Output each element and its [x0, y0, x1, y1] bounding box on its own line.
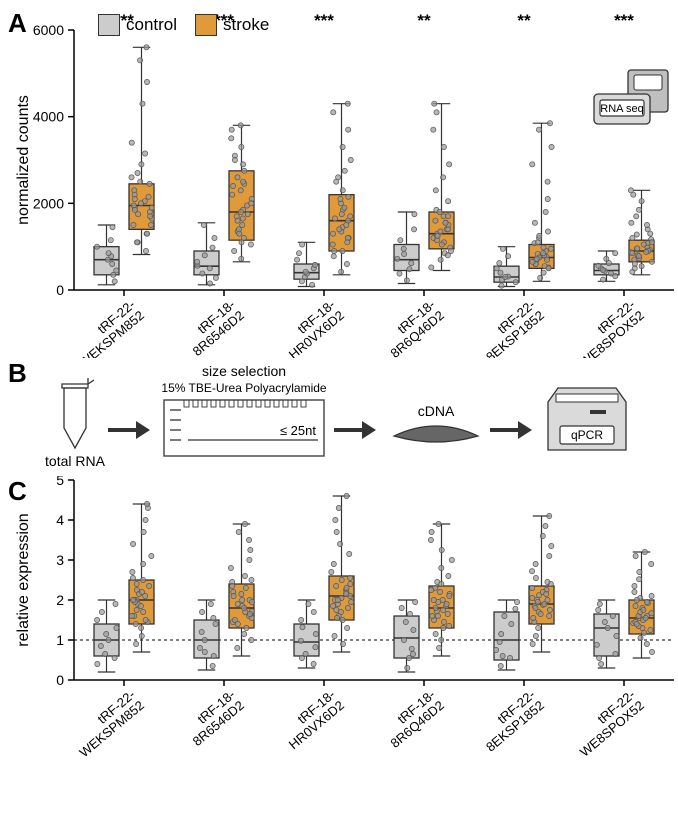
panel-c-svg: 012345relative expression***tRF-22-WEKSP… — [8, 476, 678, 776]
svg-text:6000: 6000 — [33, 22, 64, 38]
svg-text:2000: 2000 — [33, 195, 64, 211]
legend: control stroke — [98, 14, 269, 36]
legend-stroke-swatch — [195, 14, 217, 36]
svg-text:**: ** — [417, 11, 431, 30]
svg-text:**: ** — [517, 11, 531, 30]
svg-text:3: 3 — [56, 552, 64, 568]
svg-text:**: ** — [617, 476, 631, 480]
legend-control-swatch — [98, 14, 120, 36]
svg-text:relative expression: relative expression — [15, 513, 32, 646]
svg-text:***: *** — [314, 476, 334, 480]
legend-control: control — [98, 14, 177, 36]
panel-a: A control stroke 0 2000 4000 6000 normalized… — [8, 8, 670, 358]
svg-text:normalized counts: normalized counts — [15, 95, 32, 225]
svg-text:***: *** — [114, 476, 134, 480]
svg-text:***: *** — [514, 476, 534, 480]
svg-text:qPCR: qPCR — [571, 428, 603, 442]
svg-text:15% TBE-Urea Polyacrylamide: 15% TBE-Urea Polyacrylamide — [161, 381, 327, 395]
panel-c: C 012345relative expression***tRF-22-WEK… — [8, 476, 670, 776]
svg-text:4: 4 — [56, 512, 64, 528]
svg-text:5: 5 — [56, 476, 64, 488]
svg-text:0: 0 — [56, 672, 64, 688]
svg-text:RNA seq: RNA seq — [600, 103, 643, 115]
svg-text:1: 1 — [56, 632, 64, 648]
svg-text:2: 2 — [56, 592, 64, 608]
legend-stroke-label: stroke — [223, 15, 269, 35]
legend-stroke: stroke — [195, 14, 269, 36]
panel-a-svg: 0200040006000normalized counts***tRF-22-… — [8, 8, 678, 358]
panel-b-svg: total RNA size selection 15% TBE-Urea Poly… — [8, 358, 678, 476]
svg-text:≤ 25nt: ≤ 25nt — [280, 423, 316, 438]
svg-text:total RNA: total RNA — [45, 453, 106, 469]
svg-text:***: *** — [314, 11, 334, 30]
svg-text:***: *** — [214, 476, 234, 480]
panel-c-label: C — [8, 476, 27, 507]
legend-control-label: control — [126, 15, 177, 35]
panel-b-label: B — [8, 358, 27, 389]
svg-text:4000: 4000 — [33, 109, 64, 125]
panel-b: B total RNA size selection 15% TBE-Urea Po… — [8, 358, 670, 476]
svg-text:size selection: size selection — [202, 363, 286, 379]
svg-text:***: *** — [614, 11, 634, 30]
svg-text:***: *** — [414, 476, 434, 480]
panel-a-label: A — [8, 8, 27, 39]
svg-text:cDNA: cDNA — [418, 403, 455, 419]
svg-text:0: 0 — [56, 282, 64, 298]
